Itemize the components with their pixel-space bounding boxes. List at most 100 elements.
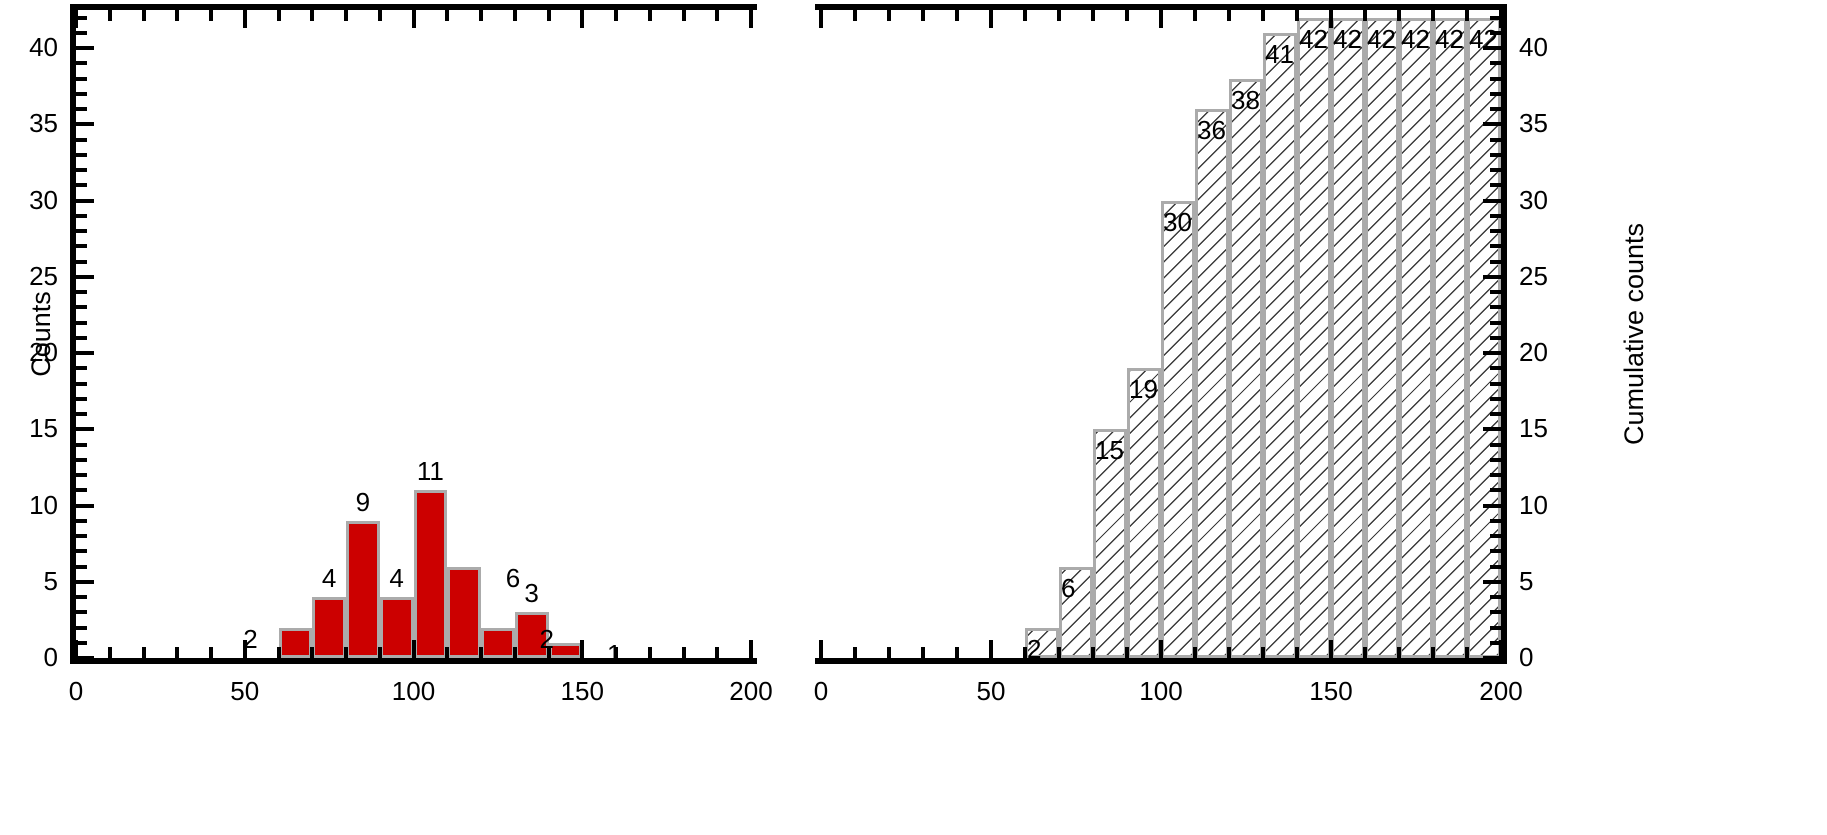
bar bbox=[278, 627, 313, 658]
x-tick-minor bbox=[1125, 647, 1129, 658]
y-tick-minor bbox=[1490, 442, 1501, 447]
bar-value-label: 2 bbox=[539, 623, 554, 654]
x-axis-tick-label: 50 bbox=[230, 676, 260, 706]
y-tick-minor bbox=[76, 30, 87, 35]
y-tick-minor bbox=[1490, 213, 1501, 218]
y-axis-tick-label: 30 bbox=[29, 184, 58, 215]
x-tick-top-minor bbox=[1261, 10, 1265, 21]
x-tick-major bbox=[1159, 640, 1163, 658]
bar-value-label: 38 bbox=[1231, 84, 1260, 115]
x-tick-minor bbox=[1295, 647, 1299, 658]
x-tick-major bbox=[819, 640, 823, 658]
x-tick-minor bbox=[1397, 647, 1401, 658]
y-tick-minor bbox=[1490, 76, 1501, 81]
y-tick-minor bbox=[76, 168, 87, 173]
y-tick-minor bbox=[1490, 396, 1501, 401]
x-tick-minor bbox=[546, 647, 551, 658]
bar-value-label: 42 bbox=[1401, 23, 1430, 54]
axis-y-spine bbox=[1501, 4, 1507, 664]
y-tick-minor bbox=[1490, 564, 1501, 569]
y-tick-minor bbox=[76, 152, 87, 157]
x-tick-major bbox=[749, 640, 753, 658]
bar bbox=[1365, 17, 1399, 658]
x-tick-major bbox=[411, 640, 416, 658]
y-tick-minor bbox=[1490, 107, 1501, 112]
x-tick-top-minor bbox=[614, 10, 618, 21]
bar bbox=[447, 566, 481, 658]
bar bbox=[1263, 32, 1297, 658]
x-tick-minor bbox=[344, 647, 348, 658]
y-axis-tick-label: 0 bbox=[1519, 642, 1534, 672]
x-tick-minor bbox=[1091, 647, 1095, 658]
x-tick-minor bbox=[681, 647, 686, 658]
y-tick-minor bbox=[76, 107, 87, 112]
x-tick-top-minor bbox=[546, 10, 551, 21]
x-tick-top-minor bbox=[276, 10, 281, 21]
bar bbox=[1229, 78, 1263, 658]
bar bbox=[1059, 566, 1093, 658]
bar bbox=[1161, 200, 1195, 658]
y-tick-major bbox=[76, 46, 94, 51]
x-tick-top-minor bbox=[647, 10, 652, 21]
y-tick-minor bbox=[76, 61, 87, 66]
y-tick-minor bbox=[76, 457, 87, 462]
x-tick-major bbox=[580, 640, 585, 658]
y-tick-minor bbox=[1490, 595, 1501, 599]
y-tick-minor bbox=[1490, 168, 1501, 173]
x-tick-top-major bbox=[242, 10, 247, 28]
x-tick-top-minor bbox=[310, 10, 315, 21]
y-tick-minor bbox=[1490, 290, 1501, 295]
x-tick-top-minor bbox=[853, 10, 857, 21]
y-tick-minor bbox=[1490, 152, 1501, 157]
x-axis-tick-label: 200 bbox=[1479, 676, 1523, 706]
x-tick-minor bbox=[1431, 647, 1435, 658]
y-tick-minor bbox=[76, 15, 87, 20]
y-tick-minor bbox=[1490, 137, 1501, 142]
bar-value-label: 11 bbox=[416, 456, 444, 487]
y-tick-minor bbox=[1490, 366, 1501, 371]
y-tick-minor bbox=[1490, 320, 1501, 325]
x-tick-top-major bbox=[1159, 10, 1163, 28]
bar bbox=[1093, 429, 1127, 658]
y-tick-major bbox=[1483, 351, 1501, 356]
bar-value-label: 36 bbox=[1197, 115, 1226, 146]
bar-value-label: 2 bbox=[1027, 633, 1042, 664]
y-tick-minor bbox=[76, 259, 87, 264]
x-tick-minor bbox=[512, 647, 517, 658]
x-tick-minor bbox=[614, 647, 618, 658]
y-tick-minor bbox=[76, 229, 87, 234]
bar-value-label: 6 bbox=[1061, 572, 1076, 603]
bar-value-label: 6 bbox=[505, 562, 521, 593]
x-tick-minor bbox=[1363, 647, 1367, 658]
y-axis-tick-label: 20 bbox=[1519, 337, 1548, 368]
x-tick-minor bbox=[209, 647, 213, 658]
x-tick-minor bbox=[921, 647, 925, 658]
y-tick-minor bbox=[1490, 534, 1501, 539]
bar bbox=[1127, 368, 1161, 658]
bar bbox=[413, 490, 448, 658]
x-tick-minor bbox=[1465, 647, 1469, 658]
y-tick-major bbox=[76, 503, 94, 508]
y-tick-major bbox=[76, 427, 94, 432]
y-axis-tick-label: 0 bbox=[43, 642, 58, 672]
y-tick-minor bbox=[1490, 381, 1501, 386]
y-tick-major bbox=[76, 656, 94, 660]
y-axis-tick-label: 10 bbox=[29, 489, 58, 520]
y-tick-major bbox=[1483, 427, 1501, 432]
x-axis-tick-label: 0 bbox=[813, 676, 829, 706]
x-axis-tick-label: 50 bbox=[976, 676, 1006, 706]
bar-value-label: 42 bbox=[1435, 23, 1464, 54]
bar-value-label: 4 bbox=[321, 563, 337, 593]
y-tick-minor bbox=[76, 137, 87, 142]
x-axis-tick-label: 100 bbox=[1139, 676, 1183, 706]
y-tick-minor bbox=[1490, 183, 1501, 188]
x-tick-top-minor bbox=[1295, 10, 1299, 21]
y-axis-tick-label: 15 bbox=[1519, 413, 1548, 444]
y-tick-minor bbox=[76, 396, 87, 401]
y-tick-major bbox=[1483, 579, 1501, 584]
y-tick-major bbox=[1483, 503, 1501, 508]
bar-value-label: 4 bbox=[389, 563, 404, 593]
x-tick-major bbox=[989, 640, 993, 658]
x-tick-top-minor bbox=[1193, 10, 1197, 21]
x-tick-top-major bbox=[1499, 10, 1503, 28]
